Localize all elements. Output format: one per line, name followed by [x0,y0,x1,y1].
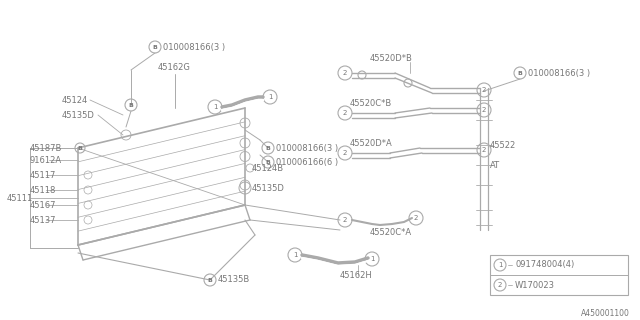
Text: 45124B: 45124B [252,164,284,172]
Text: B: B [207,277,212,283]
Circle shape [75,143,85,153]
Text: 2: 2 [343,110,347,116]
Text: 1: 1 [212,104,217,110]
Text: 45162H: 45162H [340,270,372,279]
Circle shape [288,248,302,262]
Text: 2: 2 [498,282,502,288]
Text: 45520C*A: 45520C*A [370,228,412,236]
Text: 2: 2 [343,70,347,76]
Circle shape [494,259,506,271]
Text: 45520D*B: 45520D*B [370,53,413,62]
Text: 091748004(4): 091748004(4) [515,260,574,269]
Circle shape [477,83,491,97]
Text: 010008166(3 ): 010008166(3 ) [528,68,590,77]
Text: 45124: 45124 [62,95,88,105]
Text: 1: 1 [292,252,297,258]
Bar [490,255,628,295]
Circle shape [365,252,379,266]
Text: 45167: 45167 [30,201,56,210]
Text: 45187B: 45187B [30,143,62,153]
Text: 45118: 45118 [30,186,56,195]
Text: 45111: 45111 [7,194,33,203]
Text: B: B [518,70,522,76]
Text: 45135B: 45135B [218,276,250,284]
Circle shape [409,211,423,225]
Text: 45117: 45117 [30,171,56,180]
Text: 1: 1 [370,256,374,262]
Text: 2: 2 [414,215,418,221]
Circle shape [125,99,137,111]
Text: 2: 2 [482,107,486,113]
Circle shape [477,143,491,157]
Text: 45520D*A: 45520D*A [350,139,393,148]
Text: A450001100: A450001100 [581,308,630,317]
Text: 1: 1 [268,94,272,100]
Circle shape [514,67,526,79]
Text: 1: 1 [498,262,502,268]
Text: 010008166(3 ): 010008166(3 ) [163,43,225,52]
Circle shape [263,90,277,104]
Circle shape [338,66,352,80]
Circle shape [204,274,216,286]
Text: 010006166(6 ): 010006166(6 ) [276,157,338,166]
Circle shape [262,142,274,154]
Text: 91612A: 91612A [30,156,62,164]
Text: 45135D: 45135D [252,183,285,193]
Text: B: B [77,146,83,150]
Text: 45135D: 45135D [62,110,95,119]
Text: 2: 2 [343,217,347,223]
Text: B: B [266,159,271,164]
Text: 2: 2 [482,147,486,153]
Circle shape [208,100,222,114]
Text: 45520C*B: 45520C*B [350,99,392,108]
Text: 010008166(3 ): 010008166(3 ) [276,143,338,153]
Text: 2: 2 [482,87,486,93]
Text: AT: AT [490,161,500,170]
Text: 45162G: 45162G [158,62,191,71]
Text: B: B [152,44,157,50]
Circle shape [149,41,161,53]
Text: 45522: 45522 [490,140,516,149]
Circle shape [338,106,352,120]
Circle shape [338,146,352,160]
Circle shape [477,103,491,117]
Text: W170023: W170023 [515,281,555,290]
Text: 45137: 45137 [30,215,56,225]
Circle shape [494,279,506,291]
Text: B: B [129,102,133,108]
Text: 2: 2 [343,150,347,156]
Text: B: B [266,146,271,150]
Circle shape [338,213,352,227]
Circle shape [262,156,274,168]
